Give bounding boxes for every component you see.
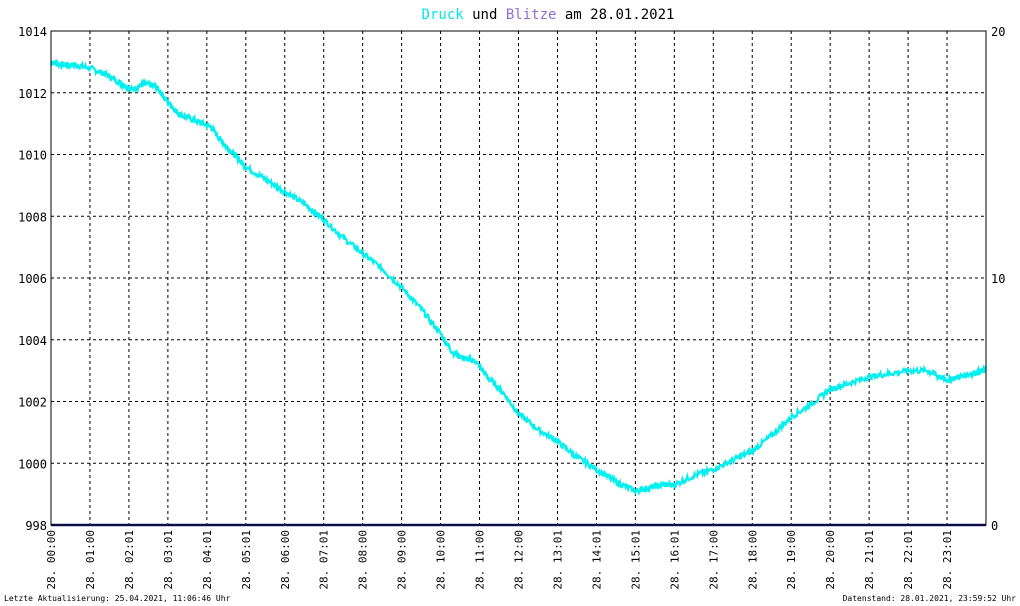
x-tick-label: 28. 23:01 bbox=[941, 530, 954, 590]
x-tick-label: 28. 14:01 bbox=[590, 530, 603, 590]
x-tick-label: 28. 21:01 bbox=[863, 530, 876, 590]
x-tick-label: 28. 12:00 bbox=[513, 530, 526, 590]
footer-last-update: Letzte Aktualisierung: 25.04.2021, 11:06… bbox=[4, 594, 231, 603]
x-tick-label: 28. 10:00 bbox=[435, 530, 448, 590]
y-left-tick-label: 1002 bbox=[18, 396, 47, 410]
y-left-tick-label: 1006 bbox=[18, 272, 47, 286]
x-tick-label: 28. 16:01 bbox=[668, 530, 681, 590]
y-left-tick-label: 1014 bbox=[18, 25, 47, 39]
x-tick-label: 28. 03:01 bbox=[162, 530, 175, 590]
series-group bbox=[50, 58, 987, 527]
y-axis-right-labels: 0 10 20 bbox=[991, 25, 1005, 533]
x-tick-label: 28. 06:00 bbox=[279, 530, 292, 590]
y-left-tick-label: 1010 bbox=[18, 149, 47, 163]
x-tick-label: 28. 11:00 bbox=[474, 530, 487, 590]
x-tick-label: 28. 00:00 bbox=[45, 530, 58, 590]
title-und: und bbox=[472, 7, 497, 23]
y-left-tick-label: 1000 bbox=[18, 457, 47, 471]
x-tick-label: 28. 07:01 bbox=[318, 530, 331, 590]
y-right-tick-label: 10 bbox=[991, 272, 1005, 286]
plot-frame bbox=[50, 30, 987, 526]
footer-data-status: Datenstand: 28.01.2021, 23:59:52 Uhr bbox=[843, 594, 1017, 603]
x-tick-label: 28. 04:01 bbox=[201, 530, 214, 590]
x-tick-label: 28. 01:00 bbox=[84, 530, 97, 590]
x-tick-label: 28. 15:01 bbox=[629, 530, 642, 590]
x-tick-label: 28. 05:01 bbox=[240, 530, 253, 590]
x-tick-label: 28. 02:01 bbox=[123, 530, 136, 590]
series-line-druck bbox=[50, 58, 987, 497]
x-tick-label: 28. 19:00 bbox=[785, 530, 798, 590]
x-tick-label: 28. 20:00 bbox=[824, 530, 837, 590]
chart-title: Druck und Blitze am 28.01.2021 bbox=[422, 7, 675, 23]
y-right-tick-label: 0 bbox=[991, 519, 998, 533]
x-axis-labels: 28. 00:00 28. 01:00 28. 02:01 28. 03:01 28. … bbox=[45, 530, 954, 590]
y-left-tick-label: 1012 bbox=[18, 87, 47, 101]
x-tick-label: 28. 22:01 bbox=[902, 530, 915, 590]
y-left-tick-label: 998 bbox=[25, 519, 47, 533]
title-date: am 28.01.2021 bbox=[565, 7, 675, 23]
y-right-tick-label: 20 bbox=[991, 25, 1005, 39]
title-druck: Druck bbox=[422, 7, 465, 23]
x-tick-label: 28. 09:00 bbox=[396, 530, 409, 590]
y-axis-left-labels: 998 1000 1002 1004 1006 1008 1010 1012 1014 bbox=[18, 25, 47, 533]
x-tick-label: 28. 18:00 bbox=[746, 530, 759, 590]
grid-lines bbox=[51, 31, 986, 525]
y-left-tick-label: 1004 bbox=[18, 334, 47, 348]
x-tick-label: 28. 13:01 bbox=[551, 530, 564, 590]
title-blitze: Blitze bbox=[506, 7, 557, 23]
x-tick-label: 28. 08:00 bbox=[357, 530, 370, 590]
x-tick-label: 28. 17:00 bbox=[707, 530, 720, 590]
y-left-tick-label: 1008 bbox=[18, 210, 47, 224]
